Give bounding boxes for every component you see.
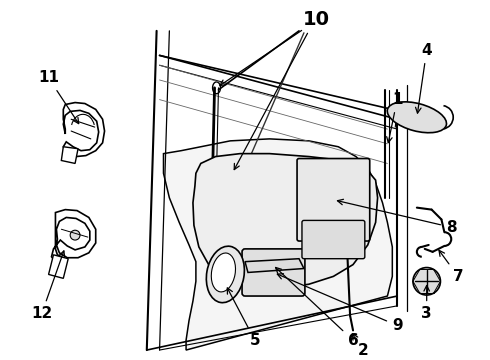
FancyBboxPatch shape	[297, 158, 370, 241]
Polygon shape	[61, 147, 78, 163]
Circle shape	[70, 230, 80, 240]
Text: 7: 7	[439, 250, 464, 284]
Circle shape	[313, 233, 324, 245]
Polygon shape	[245, 259, 304, 273]
Text: 2: 2	[352, 334, 368, 357]
Ellipse shape	[387, 102, 446, 133]
Polygon shape	[193, 154, 378, 288]
Text: 9: 9	[277, 274, 403, 333]
Text: 1: 1	[387, 92, 402, 143]
Text: 3: 3	[421, 285, 432, 321]
Circle shape	[307, 176, 320, 190]
Text: 5: 5	[227, 288, 260, 348]
FancyBboxPatch shape	[242, 249, 305, 296]
FancyBboxPatch shape	[302, 220, 365, 259]
Circle shape	[431, 117, 439, 125]
Text: 12: 12	[31, 251, 65, 321]
Ellipse shape	[206, 246, 245, 303]
Text: 11: 11	[38, 71, 79, 123]
Circle shape	[413, 267, 441, 295]
Polygon shape	[164, 139, 392, 350]
Text: 8: 8	[338, 199, 457, 235]
Polygon shape	[63, 103, 104, 157]
Text: 4: 4	[416, 43, 432, 113]
Circle shape	[314, 212, 323, 222]
Ellipse shape	[211, 253, 236, 292]
Text: 6: 6	[275, 267, 358, 348]
Polygon shape	[51, 210, 96, 262]
Polygon shape	[49, 255, 68, 278]
Circle shape	[347, 192, 359, 204]
Circle shape	[340, 233, 352, 245]
Text: 10: 10	[303, 10, 330, 28]
Circle shape	[293, 265, 309, 280]
